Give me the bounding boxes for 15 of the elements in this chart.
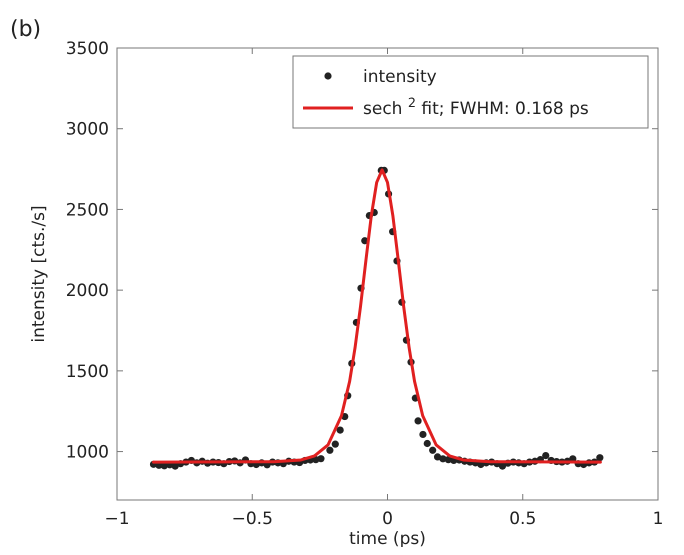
y-tick-label: 1000 [66, 442, 109, 463]
x-tick-label: −1 [104, 509, 130, 529]
chart-title: (b) [10, 17, 42, 42]
y-tick-label: 3500 [66, 39, 109, 59]
y-tick-label: 2000 [66, 281, 109, 302]
y-tick-label: 1500 [66, 362, 109, 382]
legend-label: sech $^{2}$ fit; FWHM: 0.168 ps [363, 96, 589, 119]
y-tick-label: 2500 [66, 200, 109, 220]
x-tick-label: 1 [652, 509, 664, 529]
x-tick-label: 0 [382, 509, 393, 529]
x-tick-label: 0.5 [509, 509, 536, 529]
legend-label: intensity [363, 67, 437, 87]
y-axis-title: intensity [cts./s] [29, 205, 49, 343]
x-tick-label: −0.5 [232, 509, 273, 529]
y-tick-label: 3000 [66, 120, 109, 140]
